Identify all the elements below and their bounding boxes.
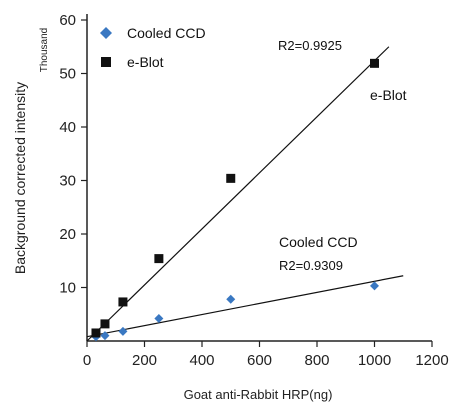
y-tick-label: 10 bbox=[59, 280, 76, 297]
y-tick-label: 50 bbox=[59, 66, 76, 83]
legend-label-e-blot: e-Blot bbox=[127, 54, 164, 70]
x-tick-label: 1200 bbox=[415, 352, 448, 369]
r2-label-cooled-ccd: R2=0.9309 bbox=[279, 258, 343, 273]
y-ticks: 10 20 30 40 50 60 bbox=[59, 12, 87, 297]
data-point-e-blot bbox=[91, 328, 101, 338]
y-axis-unit-label: Thousand bbox=[39, 28, 50, 72]
legend-marker-e-blot bbox=[101, 57, 111, 67]
y-tick-label: 60 bbox=[59, 12, 76, 29]
markers bbox=[91, 58, 379, 342]
data-point-cooled-ccd bbox=[370, 281, 379, 291]
y-tick-label: 30 bbox=[59, 173, 76, 190]
data-point-cooled-ccd bbox=[154, 314, 164, 324]
y-tick-label: 40 bbox=[59, 119, 76, 136]
r2-label-e-blot: R2=0.9925 bbox=[278, 38, 342, 53]
x-tick-label: 800 bbox=[304, 352, 329, 369]
data-point-e-blot bbox=[370, 58, 379, 68]
data-point-e-blot bbox=[226, 173, 236, 183]
data-point-e-blot bbox=[154, 254, 164, 264]
series-label-e-blot: e-Blot bbox=[370, 87, 407, 103]
legend-label-cooled-ccd: Cooled CCD bbox=[127, 25, 206, 41]
legend: Cooled CCD e-Blot bbox=[100, 25, 206, 70]
x-tick-label: 600 bbox=[247, 352, 272, 369]
legend-marker-cooled-ccd bbox=[100, 27, 112, 39]
trendline-e-blot bbox=[86, 46, 390, 342]
y-tick-label: 20 bbox=[59, 226, 76, 243]
x-tick-label: 200 bbox=[132, 352, 157, 369]
data-point-e-blot bbox=[100, 319, 110, 329]
x-tick-label: 1000 bbox=[358, 352, 391, 369]
series-label-cooled-ccd: Cooled CCD bbox=[279, 234, 358, 250]
trendlines bbox=[86, 46, 404, 342]
data-point-e-blot bbox=[118, 297, 128, 307]
x-axis-title: Goat anti-Rabbit HRP(ng) bbox=[184, 387, 333, 402]
x-tick-label: 0 bbox=[83, 352, 91, 369]
data-point-cooled-ccd bbox=[118, 326, 128, 336]
y-axis-title: Background corrected intensity bbox=[12, 82, 28, 274]
plot-area: 0 200 400 600 800 1000 1200 10 20 30 40 50 60 bbox=[59, 12, 448, 369]
x-ticks: 0 200 400 600 800 1000 1200 bbox=[83, 341, 449, 369]
trendline-cooled-ccd bbox=[86, 275, 404, 338]
data-point-cooled-ccd bbox=[100, 331, 110, 341]
x-tick-label: 400 bbox=[189, 352, 214, 369]
data-point-cooled-ccd bbox=[226, 294, 236, 304]
